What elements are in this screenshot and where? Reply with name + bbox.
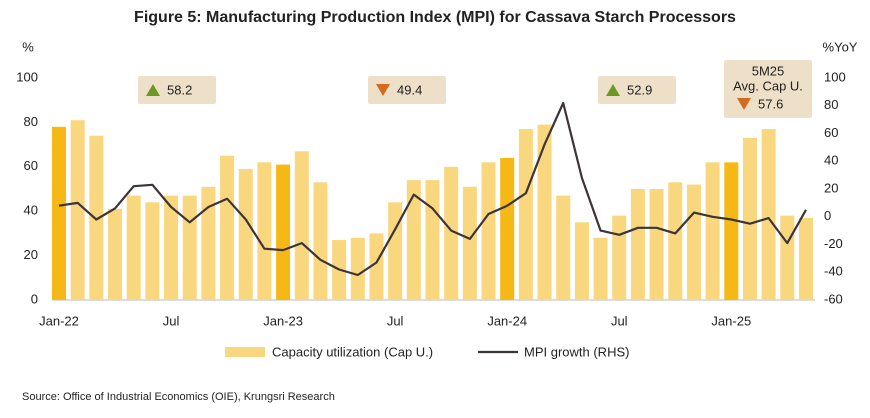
x-tick-label: Jan-25	[711, 313, 751, 328]
legend-label: MPI growth (RHS)	[524, 344, 629, 359]
bar	[182, 195, 197, 300]
bar	[201, 186, 216, 300]
annotation-box	[138, 76, 216, 104]
annotation-value: 49.4	[397, 82, 422, 97]
annotation-text: 5M25	[752, 63, 785, 78]
annotation-box	[598, 76, 676, 104]
bar	[276, 164, 291, 300]
y-tick-label: 0	[31, 291, 38, 306]
bar	[425, 180, 440, 300]
chart-title: Figure 5: Manufacturing Production Index…	[134, 9, 736, 26]
bar	[108, 208, 123, 300]
annotation-value: 58.2	[167, 82, 192, 97]
y2-tick-label: 0	[824, 208, 831, 223]
y-tick-label: 20	[24, 247, 38, 262]
bar	[556, 195, 571, 300]
x-tick-label: Jul	[163, 313, 180, 328]
line	[58, 101, 807, 277]
bar	[257, 162, 272, 300]
bar	[52, 126, 66, 300]
y2-tick-label: 60	[824, 125, 838, 140]
bar	[574, 222, 589, 300]
x-tick-label: Jan-22	[39, 313, 79, 328]
bar	[761, 129, 776, 300]
bar	[518, 129, 533, 300]
y2-tick-label: 100	[824, 69, 846, 84]
y-tick-label: 60	[24, 158, 38, 173]
bar	[780, 215, 795, 300]
bar	[462, 186, 477, 300]
bar	[238, 169, 253, 300]
bar	[630, 189, 645, 300]
x-tick-label: Jul	[611, 313, 628, 328]
y-axis-label: %	[22, 39, 34, 54]
bar	[89, 135, 104, 300]
bar	[126, 195, 141, 300]
bar	[686, 184, 701, 300]
bar	[537, 124, 552, 301]
bar	[70, 120, 85, 301]
y-tick-label: 40	[24, 203, 38, 218]
y2-tick-label: 20	[824, 180, 838, 195]
source: Source: Office of Industrial Economics (…	[22, 391, 335, 403]
bar	[724, 162, 739, 300]
annotation-value: 52.9	[627, 82, 652, 97]
bar	[500, 157, 515, 300]
y-tick-label: 80	[24, 114, 38, 129]
y2-tick-label: -60	[824, 291, 843, 306]
bar	[612, 215, 627, 300]
bar	[220, 155, 235, 300]
bar	[369, 233, 384, 300]
annotation-box	[368, 76, 446, 104]
bar	[164, 195, 179, 300]
legend-swatch	[225, 347, 265, 357]
trend-icon	[376, 84, 390, 96]
bar	[350, 237, 365, 300]
trend-icon	[737, 98, 751, 110]
bar	[705, 162, 720, 300]
y2-tick-label: -20	[824, 236, 843, 251]
y2-tick-label: 80	[824, 97, 838, 112]
y2-axis-label: %YoY	[823, 39, 858, 54]
bar	[649, 189, 664, 300]
bar	[444, 166, 459, 300]
x-tick-label: Jan-23	[263, 313, 303, 328]
annotation-text: Avg. Cap U.	[733, 78, 803, 93]
bar	[668, 182, 683, 300]
bar	[294, 151, 309, 300]
bar	[406, 180, 421, 300]
bar	[388, 202, 403, 300]
bar	[481, 162, 496, 300]
trend-icon	[606, 84, 620, 96]
bar	[593, 237, 608, 300]
bar	[799, 217, 813, 300]
bar	[313, 182, 328, 300]
x-tick-label: Jan-24	[487, 313, 527, 328]
y2-tick-label: 40	[824, 153, 838, 168]
x-tick-label: Jul	[387, 313, 404, 328]
y2-tick-label: -40	[824, 264, 843, 279]
trend-icon	[146, 84, 160, 96]
y-tick-label: 100	[16, 69, 38, 84]
bar	[145, 202, 160, 300]
annotation-value: 57.6	[758, 96, 783, 111]
bar	[742, 137, 757, 300]
legend-label: Capacity utilization (Cap U.)	[272, 344, 433, 359]
